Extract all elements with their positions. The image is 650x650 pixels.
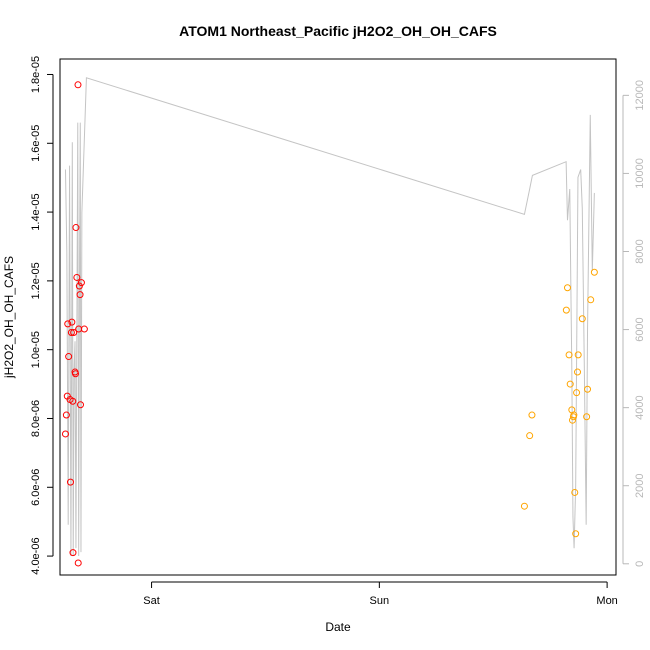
data-point-s2-16 bbox=[574, 351, 582, 359]
y-tick-label: 1.6e-05 bbox=[30, 125, 42, 162]
data-point-s1-10 bbox=[69, 397, 77, 405]
data-point-s1-23 bbox=[77, 279, 85, 287]
y-tick-label: 8.0e-06 bbox=[30, 400, 42, 437]
data-point-s1-21 bbox=[76, 291, 84, 299]
data-point-s2-11 bbox=[570, 411, 578, 419]
data-point-s2-3 bbox=[528, 411, 536, 419]
data-point-s2-18 bbox=[583, 413, 591, 421]
data-point-s2-20 bbox=[587, 296, 595, 304]
plot-frame bbox=[59, 58, 617, 576]
y-tick-label: 1.8e-05 bbox=[30, 56, 42, 93]
data-point-s1-8 bbox=[67, 328, 75, 336]
y2-tick-label: 0 bbox=[634, 561, 646, 567]
data-point-s2-14 bbox=[573, 389, 581, 397]
data-point-s1-4 bbox=[64, 320, 72, 328]
data-point-s1-16 bbox=[73, 273, 81, 281]
data-point-s1-15 bbox=[72, 224, 80, 232]
data-point-s1-24 bbox=[80, 325, 88, 333]
data-point-s1-20 bbox=[75, 282, 83, 290]
x-tick-label: Sun bbox=[370, 595, 390, 607]
data-point-s1-5 bbox=[65, 353, 73, 361]
altitude-line-layer bbox=[64, 77, 595, 556]
data-point-s2-13 bbox=[572, 530, 580, 538]
x-axis-label: Date bbox=[325, 620, 351, 634]
data-point-s1-2 bbox=[62, 411, 70, 419]
x-tick-label: Sat bbox=[143, 595, 160, 607]
data-point-s1-22 bbox=[77, 401, 84, 409]
data-point-s2-21 bbox=[590, 268, 598, 276]
data-point-s2-15 bbox=[574, 368, 582, 376]
y2-tick-label: 12000 bbox=[634, 80, 646, 111]
data-point-s2-4 bbox=[562, 306, 570, 314]
data-point-s2-7 bbox=[566, 380, 574, 388]
y2-tick-label: 4000 bbox=[634, 395, 646, 419]
data-point-s2-2 bbox=[526, 432, 534, 440]
data-point-s2-12 bbox=[571, 488, 579, 496]
data-point-s2-17 bbox=[578, 315, 586, 323]
data-point-s1-18 bbox=[74, 559, 82, 567]
data-point-s2-6 bbox=[565, 351, 573, 359]
data-point-s1-14 bbox=[71, 370, 79, 378]
y-tick-label: 1.2e-05 bbox=[30, 262, 42, 299]
data-point-s1-1 bbox=[61, 430, 69, 438]
y2-tick-label: 8000 bbox=[634, 239, 646, 263]
data-point-s2-1 bbox=[520, 502, 528, 510]
data-point-s1-9 bbox=[68, 318, 76, 326]
chart-title: ATOM1 Northeast_Pacific jH2O2_OH_OH_CAFS bbox=[179, 23, 497, 39]
axes-layer: 4.0e-06 6.0e-06 8.0e-06 1.0e-05 1.2e-05 1.4e-… bbox=[30, 56, 646, 607]
data-point-s1-12 bbox=[70, 328, 78, 336]
y-tick-label: 1.0e-05 bbox=[30, 331, 42, 368]
data-point-s1-11 bbox=[69, 549, 77, 557]
altitude-line bbox=[64, 77, 595, 556]
data-point-s2-9 bbox=[568, 416, 576, 424]
y-tick-label: 6.0e-06 bbox=[30, 469, 42, 506]
data-point-s2-19 bbox=[584, 385, 592, 393]
y2-tick-label: 6000 bbox=[634, 317, 646, 341]
y2-tick-label: 10000 bbox=[634, 158, 646, 189]
data-points-layer bbox=[61, 81, 598, 567]
data-point-s1-7 bbox=[66, 478, 74, 486]
data-point-s1-17 bbox=[74, 81, 82, 89]
x-tick-label: Mon bbox=[596, 595, 617, 607]
y-tick-label: 4.0e-06 bbox=[30, 537, 42, 574]
y-axis-label: jH2O2_OH_OH_CAFS bbox=[2, 256, 16, 379]
y2-tick-label: 2000 bbox=[634, 473, 646, 497]
y-tick-label: 1.4e-05 bbox=[30, 193, 42, 230]
data-point-s2-5 bbox=[563, 284, 571, 292]
